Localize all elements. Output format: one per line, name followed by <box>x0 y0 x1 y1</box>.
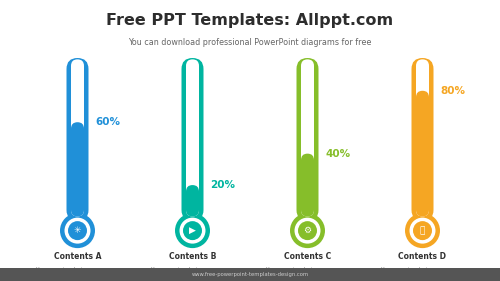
Circle shape <box>410 217 436 244</box>
FancyBboxPatch shape <box>186 185 199 216</box>
Text: Contents D: Contents D <box>398 252 446 261</box>
Circle shape <box>64 217 90 244</box>
Circle shape <box>405 213 440 248</box>
Text: ⚙: ⚙ <box>304 226 312 235</box>
Text: 💼: 💼 <box>420 226 425 235</box>
Text: 20%: 20% <box>210 180 236 190</box>
Circle shape <box>60 213 95 248</box>
Text: Contents C: Contents C <box>284 252 331 261</box>
Text: 60%: 60% <box>96 117 120 127</box>
Text: 80%: 80% <box>440 86 466 96</box>
Circle shape <box>183 221 202 240</box>
FancyBboxPatch shape <box>416 91 429 216</box>
Text: You can simply impress your
audience and add a unique zing: You can simply impress your audience and… <box>145 267 240 279</box>
Circle shape <box>294 217 320 244</box>
FancyBboxPatch shape <box>301 154 314 216</box>
Circle shape <box>290 213 325 248</box>
Circle shape <box>298 221 317 240</box>
Text: Free PPT Templates: Allppt.com: Free PPT Templates: Allppt.com <box>106 13 394 28</box>
Text: Contents A: Contents A <box>54 252 101 261</box>
FancyBboxPatch shape <box>186 59 199 216</box>
FancyBboxPatch shape <box>71 122 84 216</box>
Text: You can simply impress your
audience and add a unique zing: You can simply impress your audience and… <box>375 267 470 279</box>
Circle shape <box>68 221 87 240</box>
Text: 40%: 40% <box>326 149 350 159</box>
Circle shape <box>175 213 210 248</box>
Text: You can simply impress your
audience and add a unique zing: You can simply impress your audience and… <box>260 267 355 279</box>
Circle shape <box>180 217 206 244</box>
FancyBboxPatch shape <box>296 58 318 221</box>
Text: ✳: ✳ <box>74 226 81 235</box>
Text: Contents B: Contents B <box>169 252 216 261</box>
Text: You can simply impress your
audience and add a unique zing: You can simply impress your audience and… <box>30 267 125 279</box>
FancyBboxPatch shape <box>71 59 84 216</box>
Text: ▶: ▶ <box>189 226 196 235</box>
FancyBboxPatch shape <box>182 58 204 221</box>
FancyBboxPatch shape <box>412 58 434 221</box>
FancyBboxPatch shape <box>301 59 314 216</box>
Text: You can download professional PowerPoint diagrams for free: You can download professional PowerPoint… <box>128 38 372 47</box>
Bar <box>0 268 500 281</box>
FancyBboxPatch shape <box>416 59 429 216</box>
Text: www.free-powerpoint-templates-design.com: www.free-powerpoint-templates-design.com <box>192 272 308 277</box>
FancyBboxPatch shape <box>66 58 88 221</box>
Circle shape <box>413 221 432 240</box>
